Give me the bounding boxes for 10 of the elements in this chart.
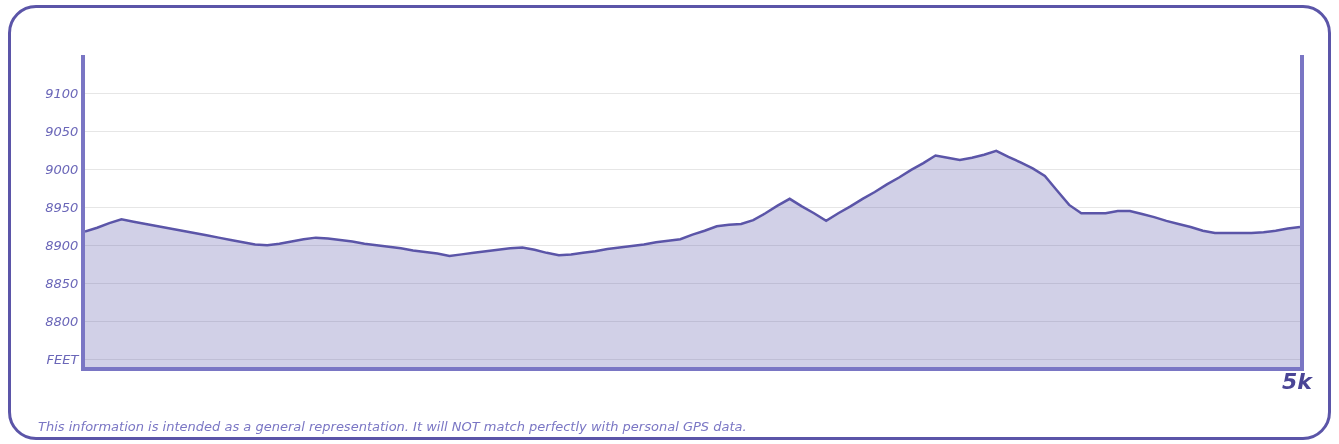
y-tick-label: 8800 [45,313,79,329]
y-tick-label: FEET [46,351,80,367]
x-axis-title: 5k [1282,368,1314,394]
y-tick-label: 9050 [45,123,79,139]
y-tick-label: 8950 [45,199,79,215]
y-tick-label: 8850 [45,275,79,291]
text: This information is intended as a general representation. It will NOT match perfectly with personal GPS data. [38,419,747,434]
y-tick-label: 9000 [45,161,79,177]
y-tick-label: 9100 [45,85,79,101]
y-tick-label: 8900 [45,237,79,253]
